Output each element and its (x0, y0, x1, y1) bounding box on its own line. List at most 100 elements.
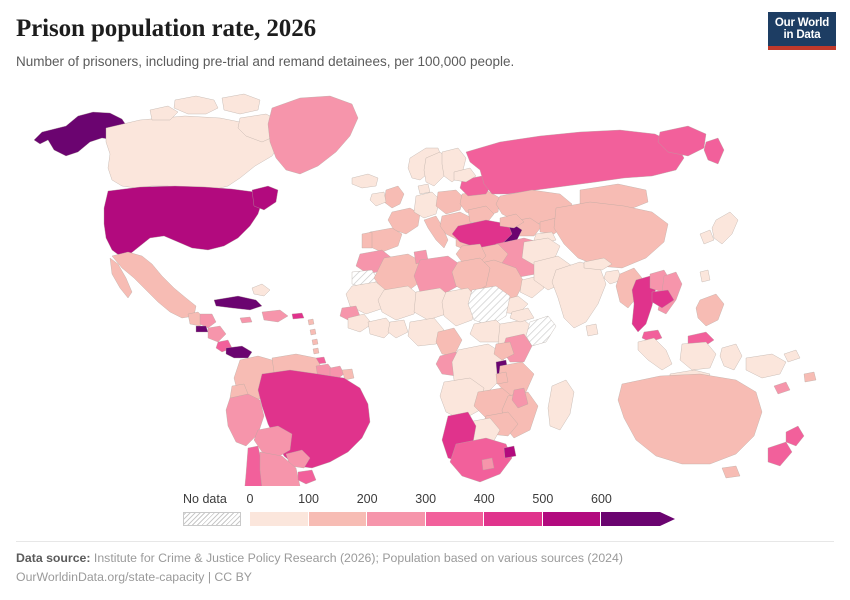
country-puerto-rico[interactable] (292, 313, 304, 319)
country-india[interactable] (552, 262, 606, 328)
country-lesser-antilles[interactable] (308, 319, 319, 354)
map-country-layer[interactable] (34, 94, 816, 486)
country-malawi[interactable] (512, 388, 528, 408)
country-ireland[interactable] (370, 192, 386, 206)
country-tanzania[interactable] (498, 362, 534, 396)
legend-bin-1[interactable] (308, 512, 368, 526)
country-solomon-islands[interactable] (784, 350, 800, 362)
country-hispaniola[interactable] (262, 310, 288, 322)
country-bahamas[interactable] (252, 284, 270, 296)
country-canada-arctic-2[interactable] (222, 94, 260, 114)
country-eritrea-djibouti[interactable] (510, 308, 534, 322)
country-japan[interactable] (712, 212, 738, 244)
country-uruguay[interactable] (298, 470, 316, 484)
country-cambodia[interactable] (652, 290, 674, 308)
country-south-korea[interactable] (700, 230, 714, 244)
country-tasmania[interactable] (722, 466, 740, 478)
country-russia-kamchatka[interactable] (704, 138, 724, 164)
map-legend[interactable]: No data 0 100 200 300 400 500 600 (0, 492, 850, 534)
country-australia[interactable] (618, 374, 762, 464)
country-mexico[interactable] (112, 252, 196, 318)
footer-source-text: Institute for Crime & Justice Policy Res… (93, 551, 623, 565)
country-guinea-sierraleone[interactable] (348, 314, 372, 332)
country-madagascar[interactable] (548, 380, 574, 430)
country-lesotho[interactable] (482, 458, 494, 470)
country-alaska[interactable] (34, 112, 128, 156)
legend-bin-6[interactable] (601, 512, 660, 526)
owid-logo[interactable]: Our World in Data (768, 12, 836, 50)
country-baja-california[interactable] (110, 258, 132, 298)
country-mauritania[interactable] (346, 282, 388, 314)
country-uganda[interactable] (494, 342, 514, 360)
country-papua-new-guinea[interactable] (746, 354, 786, 378)
country-south-africa[interactable] (450, 438, 512, 482)
country-jamaica[interactable] (240, 317, 252, 323)
legend-bin-4[interactable] (484, 512, 543, 526)
country-united-kingdom[interactable] (384, 186, 404, 208)
country-portugal[interactable] (362, 232, 372, 248)
country-mali[interactable] (378, 286, 420, 320)
legend-bin-3[interactable] (425, 512, 485, 526)
country-greenland[interactable] (268, 96, 358, 174)
country-honduras[interactable] (200, 314, 216, 328)
country-united-states-east[interactable] (252, 186, 278, 210)
country-italy[interactable] (424, 216, 448, 248)
country-china[interactable] (554, 202, 668, 268)
chart-footer: Data source: Institute for Crime & Justi… (16, 549, 836, 587)
country-baltics[interactable] (454, 168, 476, 182)
country-ghana[interactable] (388, 320, 408, 338)
country-taiwan[interactable] (700, 270, 710, 282)
legend-bin-5[interactable] (542, 512, 602, 526)
country-russia-far-east[interactable] (658, 126, 706, 156)
country-russia[interactable] (466, 130, 684, 194)
country-fiji[interactable] (804, 372, 816, 382)
legend-color-bar[interactable] (250, 512, 660, 526)
country-nicaragua[interactable] (208, 326, 226, 342)
country-canada-arctic-1[interactable] (174, 96, 218, 114)
country-angola[interactable] (440, 378, 484, 420)
country-chad[interactable] (442, 288, 478, 326)
country-france[interactable] (388, 208, 420, 234)
country-south-sudan[interactable] (470, 320, 506, 342)
country-indonesia-sulawesi[interactable] (720, 344, 742, 370)
country-romania[interactable] (468, 206, 494, 224)
country-indonesia-sumatra[interactable] (638, 338, 672, 370)
country-iceland[interactable] (352, 174, 378, 188)
country-philippines[interactable] (696, 294, 724, 326)
footer-link-line[interactable]: OurWorldinData.org/state-capacity | CC B… (16, 570, 253, 584)
country-eswatini[interactable] (504, 446, 516, 458)
legend-bin-0[interactable] (250, 512, 309, 526)
country-nigeria[interactable] (408, 318, 444, 346)
footer-divider (16, 541, 834, 542)
country-united-states[interactable] (104, 186, 262, 256)
country-libya[interactable] (414, 256, 462, 296)
country-somalia[interactable] (526, 316, 556, 346)
country-argentina[interactable] (256, 452, 300, 486)
legend-no-data-swatch[interactable] (183, 512, 241, 526)
country-denmark[interactable] (418, 184, 430, 194)
country-poland[interactable] (436, 190, 464, 214)
country-new-zealand-north[interactable] (786, 426, 804, 446)
country-bolivia[interactable] (254, 426, 292, 458)
country-el-salvador[interactable] (196, 326, 208, 332)
country-peru[interactable] (226, 394, 264, 446)
country-canada-arctic-3[interactable] (150, 106, 178, 120)
country-french-guiana[interactable] (342, 369, 354, 380)
country-ivory-coast[interactable] (368, 318, 394, 338)
country-panama[interactable] (226, 346, 252, 358)
country-germany[interactable] (414, 192, 440, 218)
world-map-container[interactable] (0, 86, 850, 486)
country-new-caledonia[interactable] (774, 382, 790, 394)
country-bangladesh[interactable] (604, 270, 622, 284)
country-nepal-bhutan[interactable] (584, 258, 612, 270)
country-sri-lanka[interactable] (586, 324, 598, 336)
country-burundi[interactable] (496, 372, 508, 384)
country-new-zealand-south[interactable] (768, 442, 792, 466)
country-georgia-armenia[interactable] (500, 214, 524, 228)
legend-bin-2[interactable] (367, 512, 426, 526)
country-algeria[interactable] (374, 254, 422, 294)
world-choropleth-map[interactable] (0, 86, 850, 486)
country-indonesia-borneo[interactable] (680, 342, 716, 370)
country-sudan[interactable] (468, 286, 510, 326)
country-cuba[interactable] (214, 296, 262, 310)
